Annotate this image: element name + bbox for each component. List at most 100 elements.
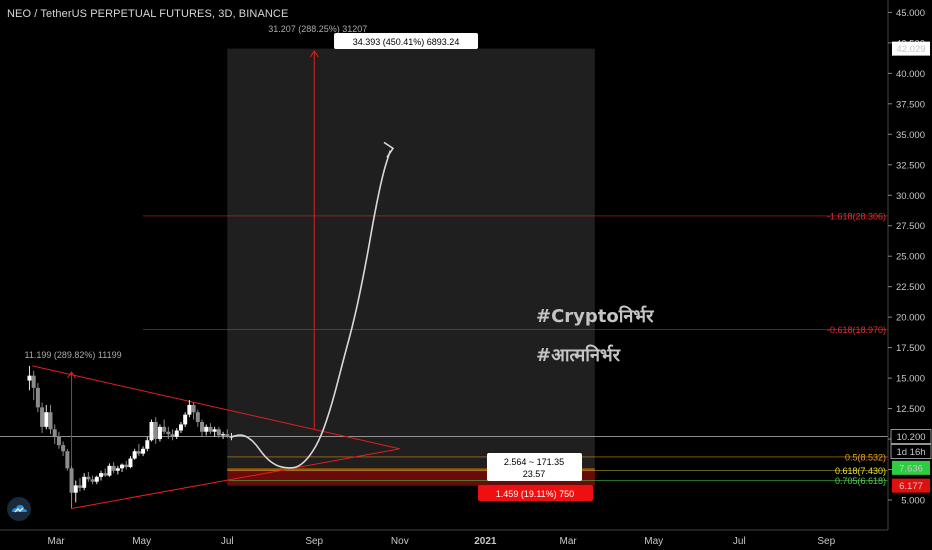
fib-label: -0.618(18.970): [827, 325, 886, 335]
candle-body: [94, 476, 99, 482]
fib-label: 0.705(6.618): [835, 476, 886, 486]
candle-body: [136, 451, 141, 454]
price-tick-label: 15.000: [896, 374, 925, 385]
hashtag-crypto-nirbhar: #Cryptoनिर्भर: [536, 306, 654, 327]
candle-body: [183, 414, 188, 425]
chart-title: NEO / TetherUS PERPETUAL FUTURES, 3D, BI…: [7, 8, 289, 20]
candle-body: [69, 468, 74, 493]
candle-body: [145, 440, 150, 449]
candle-body: [221, 434, 226, 436]
time-tick-label: Jul: [733, 536, 746, 547]
projection-measure-label: 31.207 (288.25%) 31207: [268, 24, 367, 34]
candle-body: [44, 412, 49, 427]
drawing-areas: [0, 48, 888, 486]
candle-body: [111, 465, 116, 471]
fib-label: 0.5(8.532): [845, 452, 886, 462]
candle-body: [31, 375, 36, 388]
projection-drawing: [230, 141, 395, 469]
candle-body: [178, 424, 183, 431]
last-price-tag-bg: [890, 429, 932, 445]
price-tick-label: 20.000: [896, 313, 925, 324]
fib-band-0618: [227, 468, 595, 471]
price-tag-bg: [892, 41, 930, 56]
candle-body: [162, 426, 167, 432]
price-tick-label: 12.500: [896, 404, 925, 415]
measure-top-label: 34.393 (450.41%) 6893.24: [353, 37, 460, 47]
tradingview-logo[interactable]: [7, 497, 31, 521]
measure-top-label-bg: [334, 33, 479, 49]
price-tick-label: 25.000: [896, 252, 925, 263]
time-tick-label: Mar: [560, 536, 578, 547]
measure-box-label-bg: [487, 453, 582, 481]
measure-annotations: 31.207 (288.25%) 31207 34.393 (450.41%) 6…: [268, 24, 593, 501]
price-tick-label: 45.000: [896, 8, 925, 19]
cloud-icon: [12, 505, 27, 513]
fib-label: 0.618(7.430): [835, 466, 886, 476]
past-measure-label: 11.199 (289.82%) 11199: [25, 350, 122, 360]
candle-body: [86, 476, 91, 480]
triangle-pattern: 11.199 (289.82%) 11199: [25, 350, 400, 510]
price-tag-bg: [892, 460, 930, 475]
candle-body: [48, 412, 53, 430]
projection-curve: [230, 150, 391, 469]
projection-measure-arrowhead: [309, 50, 319, 58]
candle-body: [61, 445, 66, 452]
price-tick-label: 27.500: [896, 221, 925, 232]
price-axis[interactable]: 5.0007.50010.00012.50015.00017.50020.000…: [887, 0, 932, 530]
candle-body: [128, 458, 133, 468]
measure-box-label-line2: 23.57: [523, 469, 546, 479]
candle-body: [191, 404, 196, 413]
price-tick-label: 17.500: [896, 343, 925, 354]
candle-body: [90, 479, 95, 482]
candle-body: [141, 448, 146, 454]
price-tick-label: 35.000: [896, 130, 925, 141]
candle-body: [153, 421, 158, 440]
price-tick-label: 40.000: [896, 69, 925, 80]
price-tick-label: 22.500: [896, 282, 925, 293]
last-price-tag: 10.200: [896, 432, 925, 443]
candle-body: [99, 473, 104, 477]
candle-body: [212, 429, 217, 432]
price-tag-label: 42.029: [896, 44, 925, 55]
candle-body: [65, 451, 70, 469]
candle-body: [200, 421, 205, 432]
candle-body: [149, 421, 154, 441]
candle-body: [82, 476, 87, 488]
candle-body: [225, 434, 230, 437]
candle-body: [107, 465, 112, 476]
candle-body: [208, 426, 213, 432]
price-tick-label: 32.500: [896, 160, 925, 171]
candle-body: [174, 430, 179, 437]
price-tag-label: 6.177: [899, 481, 923, 492]
triangle-upper-line: [32, 365, 400, 450]
price-tag-label: 7.636: [899, 463, 923, 474]
candle-body: [195, 412, 200, 422]
candle-body: [115, 468, 120, 471]
measure-box-area: [227, 48, 595, 468]
time-tick-label: Nov: [391, 536, 409, 547]
candle-body: [35, 387, 40, 408]
past-measure-arrowhead: [67, 371, 76, 379]
time-tick-label: 2021: [474, 536, 497, 547]
time-tick-label: Sep: [817, 536, 835, 547]
measure-bottom-label: 1.459 (19.11%) 750: [496, 489, 574, 499]
time-axis[interactable]: Mar May Jul Sep Nov 2021 Mar May Jul Sep: [0, 529, 888, 547]
price-tag-bg: [892, 478, 930, 493]
candle-body: [132, 451, 137, 459]
measure-box-label-line1: 2.564 ~ 171.35: [504, 457, 564, 467]
countdown-tag-bg: [890, 444, 932, 460]
candle-body: [204, 426, 209, 432]
price-tick-label: 30.000: [896, 191, 925, 202]
candle-body: [216, 429, 221, 436]
projection-arrowhead: [383, 141, 395, 158]
candle-body: [170, 434, 175, 437]
candle-body: [56, 436, 61, 446]
price-tick-label: 5.000: [901, 496, 925, 507]
hashtag-atmanirbhar: #आत्मनिर्भर: [536, 345, 620, 366]
candle-body: [77, 485, 82, 488]
candle-body: [103, 473, 108, 476]
time-tick-label: Sep: [305, 536, 323, 547]
candle-body: [27, 375, 32, 381]
candle-body: [124, 464, 129, 468]
